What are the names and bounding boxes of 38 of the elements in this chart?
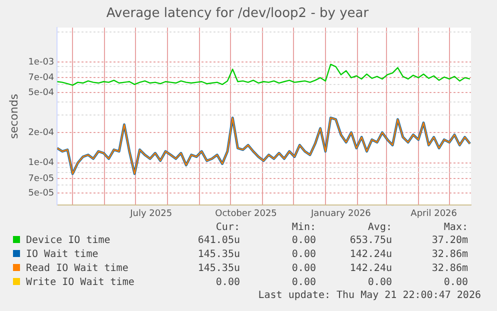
- legend-label: Read IO Wait time: [25, 262, 130, 276]
- text: 145.35u: [196, 248, 240, 262]
- x-tick-label: April 2026: [410, 208, 458, 219]
- text: 0.00: [290, 276, 316, 290]
- legend-label: Device IO time: [25, 234, 112, 248]
- text: 0.00: [290, 248, 316, 262]
- text: 0.00: [214, 276, 240, 290]
- text: 0.00: [366, 276, 392, 290]
- text: 142.24u: [348, 248, 392, 262]
- text: 142.24u: [348, 262, 392, 276]
- chart-title: Average latency for /dev/loop2 - by year: [106, 6, 370, 22]
- text: 37.20m: [430, 234, 468, 248]
- text: Cur:: [214, 222, 240, 234]
- y-tick-label: 5e-04: [28, 88, 54, 98]
- x-tick-label: July 2025: [129, 208, 172, 219]
- text: 653.75u: [348, 234, 392, 248]
- text: 32.86m: [430, 262, 468, 276]
- y-tick-label: 2e-04: [28, 128, 54, 138]
- text: Last update: Thu May 21 22:00:47 2026: [257, 290, 482, 301]
- x-tick-label: January 2026: [310, 208, 372, 219]
- legend-label: IO Wait time: [25, 248, 100, 262]
- text: 145.35u: [196, 262, 240, 276]
- text: 0.00: [290, 234, 316, 248]
- y-tick-label: 7e-04: [28, 73, 54, 84]
- text: 0.00: [442, 276, 468, 290]
- y-tick-label: 5e-05: [28, 188, 54, 199]
- legend-label: Write IO Wait time: [25, 276, 136, 290]
- text: Avg:: [366, 222, 392, 234]
- text: 32.86m: [430, 248, 468, 262]
- y-tick-label: 7e-05: [28, 174, 54, 184]
- text: Min:: [290, 222, 316, 234]
- y-tick-label: 1e-03: [28, 57, 54, 68]
- text: 641.05u: [196, 234, 240, 248]
- x-tick-label: October 2025: [215, 208, 277, 219]
- text: 0.00: [290, 262, 316, 276]
- y-tick-label: 1e-04: [28, 158, 54, 168]
- text: Max:: [442, 222, 468, 234]
- y-axis-title: seconds: [7, 94, 20, 139]
